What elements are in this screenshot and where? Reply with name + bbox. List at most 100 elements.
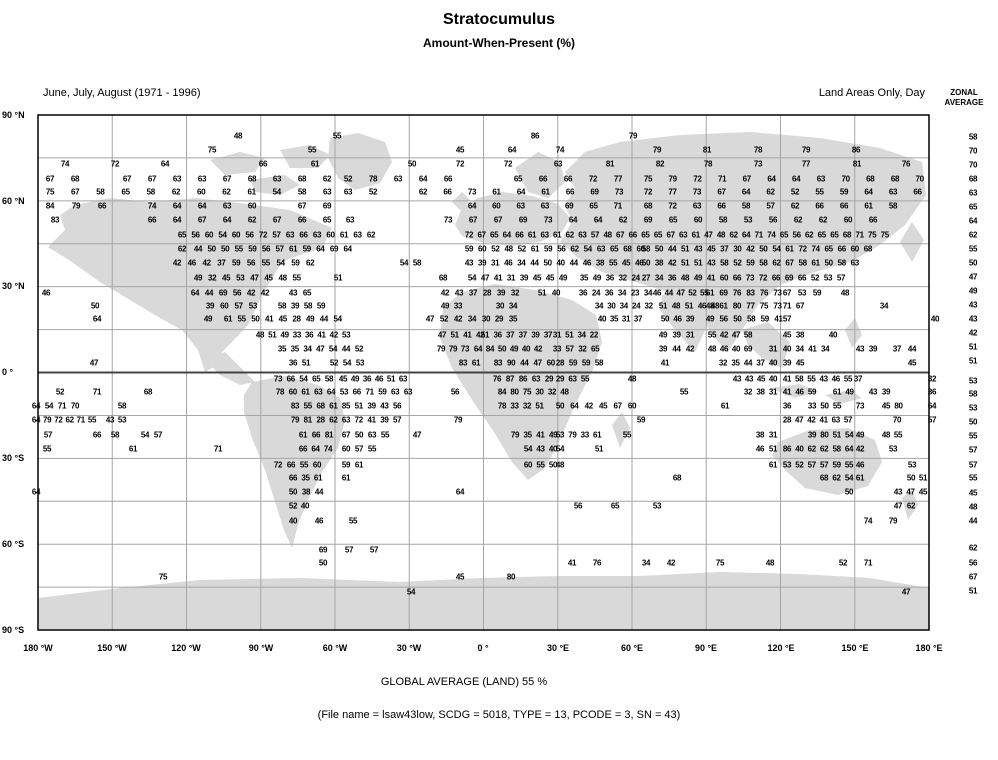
map-value: 31 (552, 330, 562, 340)
map-value: 51 (450, 330, 460, 340)
map-value: 61 (310, 159, 320, 169)
map-value: 48 (705, 301, 715, 311)
map-value: 81 (852, 159, 862, 169)
map-value: 59 (544, 244, 553, 254)
map-value: 43 (868, 387, 878, 397)
map-value: 37 (217, 258, 226, 268)
map-value: 54 (406, 587, 416, 597)
map-value: 71 (717, 174, 727, 184)
map-value: 64 (568, 215, 578, 225)
map-value: 59 (581, 358, 591, 368)
map-value: 75 (715, 558, 725, 568)
map-value: 63 (398, 374, 408, 384)
map-value: 55 (536, 460, 545, 470)
map-value: 57 (393, 415, 402, 425)
map-value: 64 (311, 444, 320, 454)
map-value: 58 (146, 187, 156, 197)
map-value: 66 (913, 187, 922, 197)
map-value: 57 (590, 230, 600, 240)
map-value: 62 (729, 230, 738, 240)
map-value: 62 (793, 215, 803, 225)
map-value: 65 (590, 344, 600, 354)
map-value: 48 (627, 374, 637, 384)
map-value: 48 (233, 131, 243, 141)
map-value: 62 (906, 501, 916, 511)
map-value: 60 (247, 201, 257, 211)
map-value: 46 (504, 258, 513, 268)
map-value: 59 (341, 460, 351, 470)
map-value: 79 (43, 415, 52, 425)
map-value: 76 (901, 159, 911, 169)
map-value: 54 (772, 244, 781, 254)
map-value: 79 (510, 430, 520, 440)
longitude-tick-label: 30 °W (396, 643, 422, 653)
map-value: 45 (338, 374, 348, 384)
map-value: 63 (272, 174, 282, 184)
map-value: 72 (693, 174, 702, 184)
map-value: 57 (369, 545, 379, 555)
map-value: 36 (578, 288, 588, 298)
map-value: 63 (553, 159, 563, 169)
map-value: 24 (591, 288, 601, 298)
map-value: 61 (855, 473, 865, 483)
map-value: 42 (666, 558, 676, 568)
longitude-tick-label: 120 °W (171, 643, 201, 653)
map-value: 54 (523, 444, 533, 454)
map-value: 70 (892, 415, 902, 425)
map-value: 73 (692, 187, 702, 197)
map-value: 64 (326, 387, 336, 397)
map-value: 45 (532, 273, 542, 283)
map-value: 75 (759, 301, 769, 311)
zonal-average-value: 56 (968, 558, 978, 568)
map-value: 53 (888, 444, 898, 454)
map-value: 62 (790, 201, 800, 211)
map-value: 64 (92, 314, 102, 324)
map-value: 58 (718, 215, 728, 225)
map-value: 57 (43, 430, 53, 440)
map-value: 80 (732, 301, 742, 311)
map-value: 58 (297, 187, 307, 197)
map-value: 46 (673, 314, 682, 324)
map-value: 28 (555, 358, 565, 368)
map-value: 35 (277, 344, 287, 354)
map-value: 75 (207, 145, 217, 155)
map-value: 83 (746, 288, 755, 298)
map-value: 53 (117, 415, 127, 425)
map-value: 67 (785, 258, 794, 268)
map-value: 79 (801, 145, 811, 155)
map-value: 54 (467, 273, 477, 283)
map-value: 53 (248, 301, 258, 311)
map-value: 60 (197, 187, 206, 197)
map-value: 31 (506, 273, 516, 283)
map-value: 38 (795, 330, 805, 340)
map-value: 47 (412, 430, 422, 440)
map-value: 66 (563, 174, 573, 184)
map-value: 36 (288, 358, 298, 368)
map-value: 46 (697, 301, 707, 311)
map-value: 40 (521, 344, 531, 354)
map-value: 66 (515, 230, 524, 240)
zonal-average-header-line1: ZONAL (950, 88, 978, 97)
map-value: 42 (260, 288, 270, 298)
map-value: 59 (812, 288, 822, 298)
map-value: 58 (759, 258, 768, 268)
map-value: 85 (341, 401, 351, 411)
map-value: 55 (700, 288, 709, 298)
map-value: 44 (319, 314, 329, 324)
map-value: 78 (703, 159, 713, 169)
map-value: 47 (316, 344, 325, 354)
map-value: 76 (759, 288, 769, 298)
map-value: 39 (205, 301, 215, 311)
map-value: 62 (820, 444, 829, 454)
map-value: 64 (516, 187, 526, 197)
map-value: 66 (286, 460, 296, 470)
map-value: 60 (492, 201, 501, 211)
map-value: 67 (477, 230, 486, 240)
map-value: 60 (850, 244, 860, 254)
map-value: 61 (811, 258, 820, 268)
map-value: 79 (453, 415, 463, 425)
map-value: 67 (782, 288, 792, 298)
map-value: 65 (302, 288, 312, 298)
map-value: 40 (551, 288, 561, 298)
map-value: 69 (518, 215, 528, 225)
